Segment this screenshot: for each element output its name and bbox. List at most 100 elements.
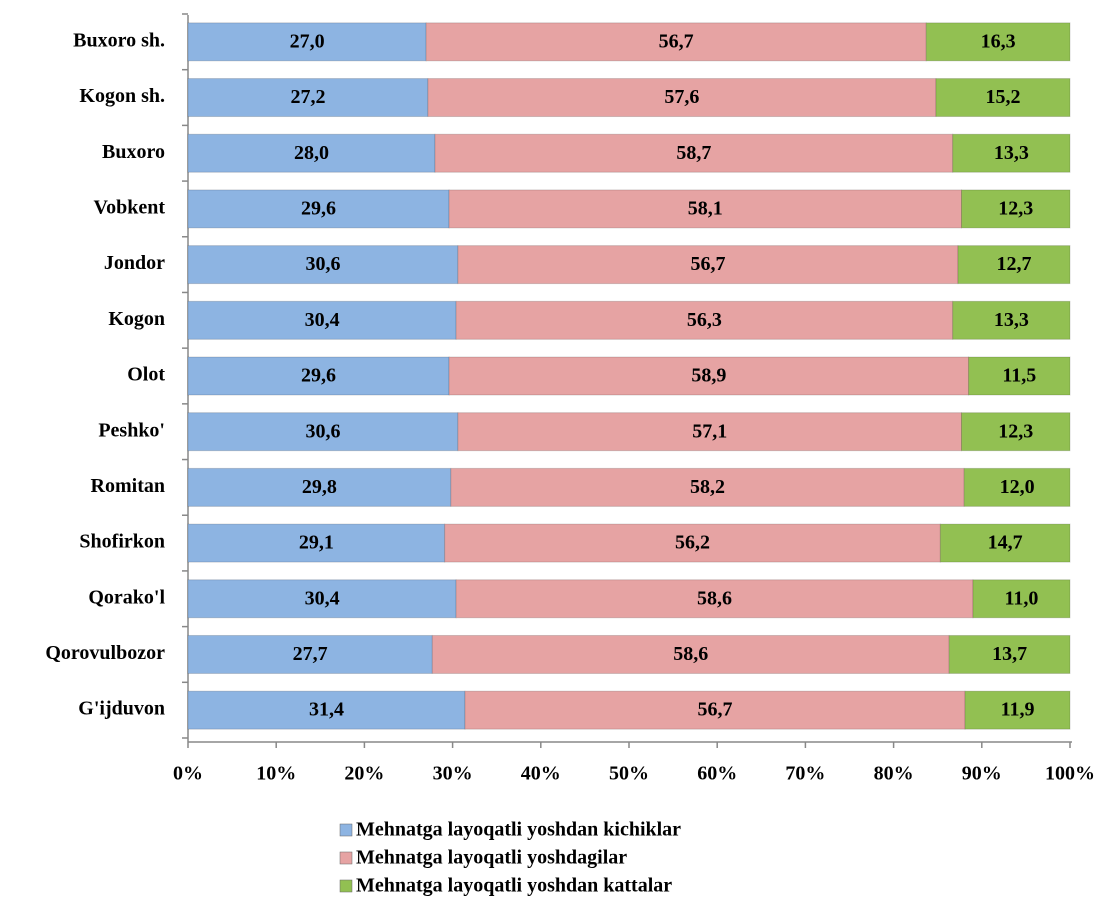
bar-segment xyxy=(455,300,954,340)
bar-segment xyxy=(187,634,433,674)
data-label: 57,6 xyxy=(664,86,699,108)
x-tick-label: 50% xyxy=(609,763,649,785)
data-label: 11,5 xyxy=(1002,365,1036,387)
y-tick-label: Kogon xyxy=(108,308,165,330)
x-tick-label: 60% xyxy=(697,763,737,785)
data-label: 58,9 xyxy=(691,365,726,387)
x-tick-label: 10% xyxy=(256,763,296,785)
y-tick-label: Romitan xyxy=(91,475,165,497)
data-label: 29,1 xyxy=(299,532,334,554)
bar-segment xyxy=(450,467,965,507)
data-label: 56,7 xyxy=(690,253,725,275)
data-label: 58,7 xyxy=(676,142,711,164)
legend-label: Mehnatga layoqatli yoshdan kichiklar xyxy=(356,819,681,841)
data-label: 28,0 xyxy=(294,142,329,164)
data-label: 15,2 xyxy=(985,86,1020,108)
data-label: 58,2 xyxy=(690,476,725,498)
data-label: 56,7 xyxy=(659,30,694,52)
data-label: 13,7 xyxy=(992,643,1027,665)
data-label: 30,4 xyxy=(305,587,340,609)
data-label: 31,4 xyxy=(309,699,344,721)
data-label: 13,3 xyxy=(994,309,1029,331)
bar-segment xyxy=(957,245,1071,285)
data-label: 58,1 xyxy=(688,198,723,220)
y-tick-label: Qorovulbozor xyxy=(45,642,165,664)
x-tick-label: 100% xyxy=(1045,763,1095,785)
data-label: 30,4 xyxy=(305,309,340,331)
bar-segment xyxy=(448,189,963,229)
bar-segment xyxy=(187,467,452,507)
bar-segment xyxy=(457,245,959,285)
data-label: 56,7 xyxy=(697,699,732,721)
data-label: 29,8 xyxy=(302,476,337,498)
legend-label: Mehnatga layoqatli yoshdan kattalar xyxy=(356,875,672,897)
bar-segment xyxy=(968,356,1071,396)
bar-segment xyxy=(457,412,963,452)
data-label: 11,9 xyxy=(1001,699,1035,721)
x-tick-label: 70% xyxy=(785,763,825,785)
x-tick-label: 90% xyxy=(962,763,1002,785)
x-tick-label: 0% xyxy=(173,763,203,785)
bar-segment xyxy=(935,78,1071,118)
data-label: 16,3 xyxy=(981,30,1016,52)
x-tick-label: 20% xyxy=(344,763,384,785)
bar-segment xyxy=(187,523,446,563)
y-tick-label: Shofirkon xyxy=(79,531,165,553)
bar-segment xyxy=(939,523,1071,563)
data-label: 12,7 xyxy=(996,253,1031,275)
y-tick-label: Kogon sh. xyxy=(79,85,165,107)
y-tick-label: Vobkent xyxy=(93,197,165,219)
y-tick-label: Buxoro sh. xyxy=(73,29,165,51)
bar-segment xyxy=(427,78,937,118)
y-tick-label: Qorako'l xyxy=(88,586,165,608)
data-label: 58,6 xyxy=(697,587,732,609)
data-label: 27,2 xyxy=(290,86,325,108)
y-tick-label: Olot xyxy=(127,364,165,386)
y-tick-label: Buxoro xyxy=(102,141,165,163)
bar-segment xyxy=(925,22,1071,62)
bar-segment xyxy=(187,133,436,173)
data-label: 30,6 xyxy=(305,420,340,442)
bar-segment xyxy=(434,133,954,173)
y-tick-label: Peshko' xyxy=(98,419,165,441)
data-label: 56,2 xyxy=(675,532,710,554)
data-label: 11,0 xyxy=(1005,587,1039,609)
bar-segment xyxy=(961,412,1071,452)
bar-segment xyxy=(187,579,457,619)
data-label: 57,1 xyxy=(692,420,727,442)
data-label: 27,0 xyxy=(290,30,325,52)
data-label: 14,7 xyxy=(988,532,1023,554)
bar-segment xyxy=(187,245,459,285)
bar-segment xyxy=(963,467,1071,507)
legend-swatch xyxy=(339,879,353,893)
bar-segment xyxy=(425,22,927,62)
data-label: 13,3 xyxy=(994,142,1029,164)
bar-segment xyxy=(187,412,459,452)
bar-segment xyxy=(187,189,450,229)
x-tick-label: 30% xyxy=(433,763,473,785)
data-label: 12,0 xyxy=(1000,476,1035,498)
bar-segment xyxy=(455,579,974,619)
y-tick-label: G'ijduvon xyxy=(78,698,165,720)
bar-segment xyxy=(444,523,941,563)
bar-segment xyxy=(952,300,1071,340)
data-label: 12,3 xyxy=(998,198,1033,220)
legend-label: Mehnatga layoqatli yoshdagilar xyxy=(356,847,627,869)
bar-segment xyxy=(187,356,450,396)
bar-segment xyxy=(448,356,970,396)
bar-segment xyxy=(964,690,1071,730)
bar-segment xyxy=(961,189,1071,229)
data-label: 12,3 xyxy=(998,420,1033,442)
data-label: 27,7 xyxy=(293,643,328,665)
data-label: 29,6 xyxy=(301,198,336,220)
x-tick-label: 80% xyxy=(874,763,914,785)
x-tick-label: 40% xyxy=(521,763,561,785)
bar-segment xyxy=(948,634,1071,674)
y-tick-label: Jondor xyxy=(104,252,165,274)
bar-segment xyxy=(972,579,1071,619)
legend-swatch xyxy=(339,823,353,837)
data-label: 56,3 xyxy=(687,309,722,331)
data-label: 30,6 xyxy=(305,253,340,275)
bar-segment xyxy=(952,133,1071,173)
